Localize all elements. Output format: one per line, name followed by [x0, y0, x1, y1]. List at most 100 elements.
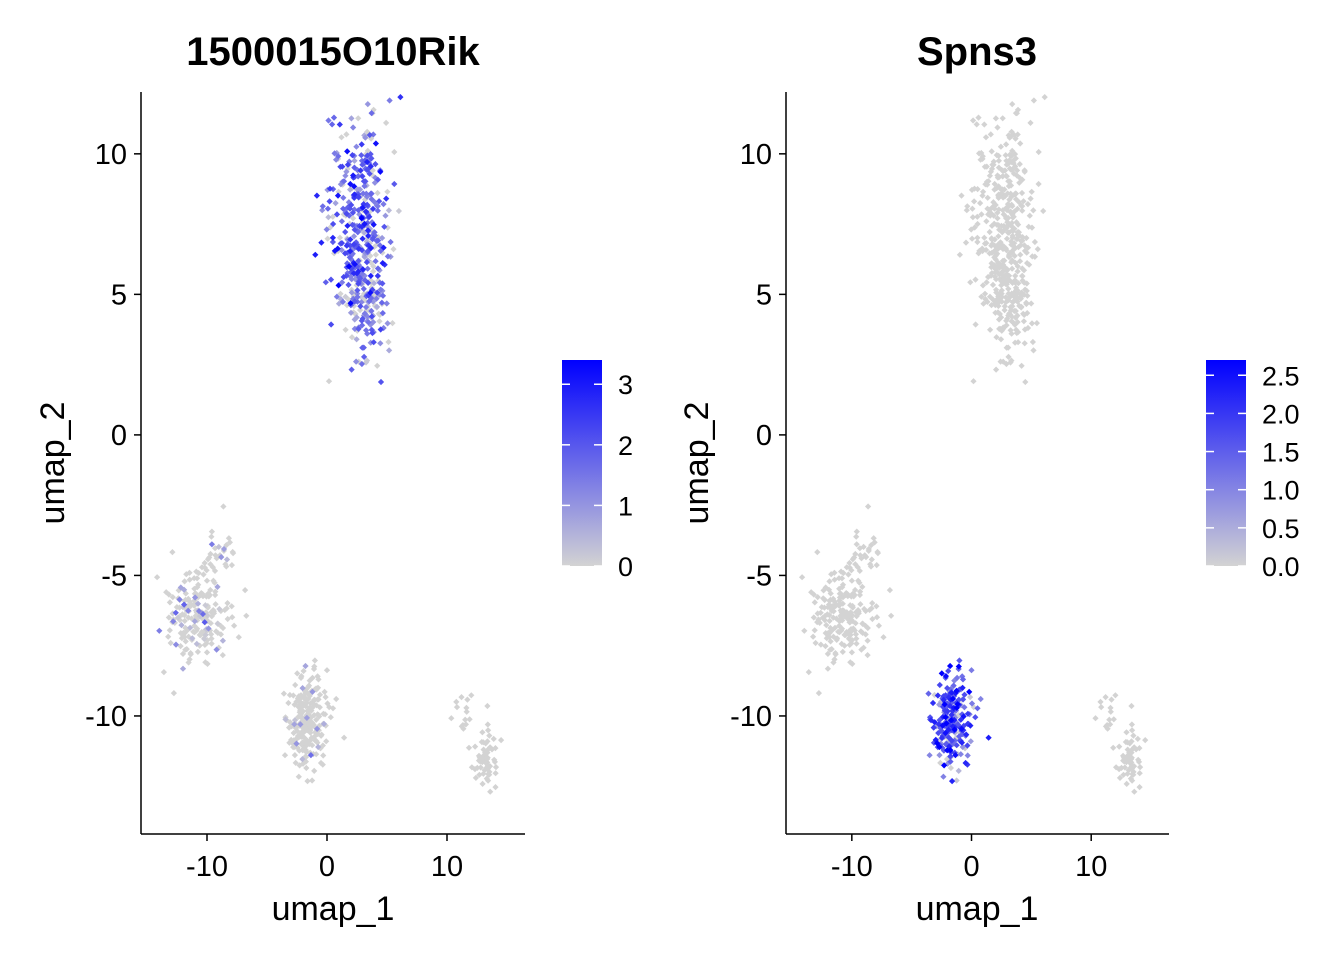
cell-point: [312, 251, 319, 258]
cell-point: [368, 313, 376, 320]
cell-point: [348, 366, 355, 373]
legend-tick-label: 2.0: [1262, 399, 1300, 429]
cell-point: [347, 309, 355, 316]
cell-point: [946, 662, 954, 670]
cell-point: [302, 662, 309, 670]
cell-point: [295, 773, 302, 780]
cell-point: [1136, 763, 1144, 771]
cell-point: [342, 326, 349, 333]
cell-point: [855, 610, 862, 617]
cell-point: [355, 280, 362, 287]
cell-point: [954, 701, 961, 708]
cell-point: [959, 684, 966, 691]
cell-point: [957, 751, 964, 758]
cell-point: [1123, 729, 1130, 736]
cell-point: [1005, 272, 1013, 279]
cell-point: [987, 272, 995, 279]
cell-point: [851, 586, 859, 594]
cell-point: [464, 696, 471, 703]
cell-point: [999, 115, 1006, 122]
cell-point: [981, 121, 988, 128]
cell-point: [186, 624, 194, 631]
cell-point: [959, 696, 967, 703]
cell-point: [824, 650, 832, 658]
cell-point: [814, 548, 821, 556]
cell-point: [361, 310, 368, 317]
cell-point: [220, 503, 227, 510]
cell-point: [831, 569, 838, 576]
cell-point: [999, 268, 1007, 275]
cell-point: [219, 651, 226, 659]
cell-point: [358, 322, 366, 329]
cell-point: [853, 533, 860, 540]
cell-point: [448, 715, 455, 722]
cell-point: [364, 100, 371, 108]
cell-point: [868, 556, 875, 563]
cell-point: [360, 285, 367, 293]
cell-point: [947, 717, 955, 724]
cell-point: [348, 115, 355, 122]
cell-point: [313, 686, 320, 693]
legend-tick-label: 1: [618, 491, 633, 521]
cell-point: [1002, 141, 1010, 148]
cell-point: [208, 640, 215, 647]
cell-point: [841, 612, 849, 620]
cell-point: [379, 280, 386, 287]
cell-point: [1030, 347, 1037, 354]
cell-point: [811, 599, 818, 606]
cell-point: [327, 276, 335, 283]
cell-point: [228, 561, 236, 569]
cell-point: [368, 307, 375, 315]
cell-point: [969, 117, 977, 124]
cell-point: [887, 612, 895, 619]
cell-point: [953, 687, 960, 695]
cell-point: [384, 188, 391, 195]
cell-point: [1116, 774, 1124, 782]
cell-point: [386, 97, 393, 104]
cell-point: [821, 604, 828, 611]
cell-point: [982, 134, 990, 141]
cell-point: [1136, 744, 1143, 752]
y-axis-label: umap_2: [678, 402, 716, 525]
cell-point: [389, 319, 396, 327]
cell-point: [211, 579, 218, 586]
cell-point: [370, 221, 377, 228]
cell-point: [338, 279, 346, 286]
cell-point: [181, 578, 188, 585]
cell-point: [814, 593, 821, 601]
cell-point: [831, 624, 839, 631]
cell-point: [847, 659, 854, 666]
cell-point: [285, 699, 292, 707]
cell-point: [203, 577, 211, 584]
cell-point: [166, 627, 173, 634]
cell-point: [836, 594, 844, 601]
cell-point: [994, 124, 1001, 131]
cell-point: [852, 550, 859, 558]
cell-point: [1107, 704, 1114, 712]
color-legend: 0 1 2 3: [562, 360, 633, 582]
cell-point: [179, 665, 187, 672]
cell-point: [986, 326, 994, 333]
cell-point: [322, 279, 329, 286]
cell-point: [321, 688, 328, 696]
cell-point: [330, 114, 338, 121]
cell-point: [292, 681, 299, 689]
cell-point: [374, 202, 381, 210]
cell-point: [997, 143, 1005, 150]
cell-point: [194, 648, 202, 656]
cell-point: [336, 121, 343, 128]
cell-point: [933, 740, 941, 747]
cell-point: [836, 585, 843, 592]
cell-point: [340, 273, 347, 281]
cell-point: [359, 266, 367, 273]
cell-point: [193, 568, 200, 575]
cell-point: [390, 245, 397, 253]
cell-point: [223, 556, 231, 563]
cell-point: [835, 602, 843, 609]
cell-point: [320, 720, 328, 728]
cell-point: [342, 228, 349, 236]
cell-point: [383, 300, 390, 307]
cell-point: [833, 636, 840, 644]
cell-point: [992, 366, 1000, 373]
x-tick-label: 0: [319, 851, 335, 883]
